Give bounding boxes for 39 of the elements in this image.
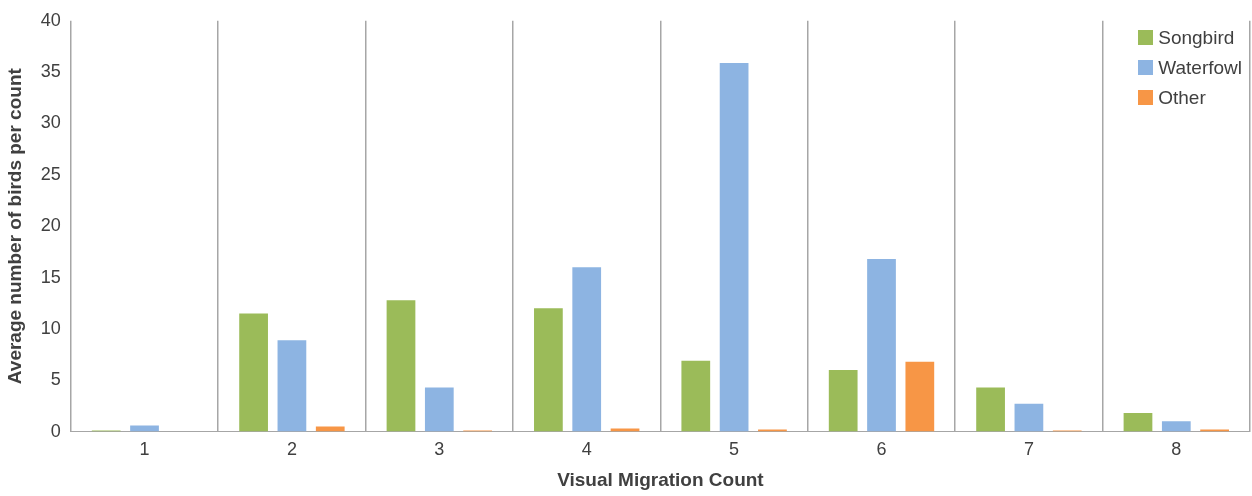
bar (315, 426, 345, 432)
x-tick-label: 5 (729, 439, 740, 460)
y-tick-label: 5 (50, 369, 61, 390)
bar (719, 62, 749, 432)
bar (130, 425, 159, 432)
bar (239, 313, 268, 432)
x-tick-label: 8 (1171, 439, 1182, 460)
legend-label: Songbird (1158, 26, 1235, 49)
bar (867, 259, 896, 432)
x-tick-label: 2 (286, 439, 297, 460)
legend-label: Other (1158, 86, 1206, 109)
y-tick-label: 25 (40, 163, 61, 184)
bar (905, 361, 935, 432)
y-tick-label: 30 (40, 112, 61, 133)
y-tick-label: 0 (50, 420, 61, 441)
x-tick-label: 6 (876, 439, 887, 460)
bar (1161, 421, 1191, 432)
x-axis-title: Visual Migration Count (557, 468, 765, 490)
bar (976, 387, 1005, 432)
x-tick-label: 4 (581, 439, 592, 460)
bar (1014, 403, 1044, 432)
y-axis-title: Average number of birds per count (3, 67, 25, 385)
bar (534, 308, 563, 432)
x-tick-label: 3 (434, 439, 445, 460)
x-tick-label: 7 (1023, 439, 1034, 460)
bar (1123, 413, 1153, 432)
x-tick-label: 1 (139, 439, 150, 460)
bar (386, 300, 416, 432)
bar (277, 340, 307, 432)
y-tick-label: 35 (40, 61, 61, 82)
bar (681, 360, 711, 432)
y-tick-label: 20 (40, 215, 61, 236)
y-tick-label: 10 (40, 317, 61, 338)
y-tick-label: 15 (40, 266, 61, 287)
bar (572, 267, 602, 432)
bar (424, 387, 454, 432)
y-tick-label: 40 (40, 9, 61, 30)
legend-label: Waterfowl (1158, 56, 1242, 79)
bar (828, 369, 858, 432)
